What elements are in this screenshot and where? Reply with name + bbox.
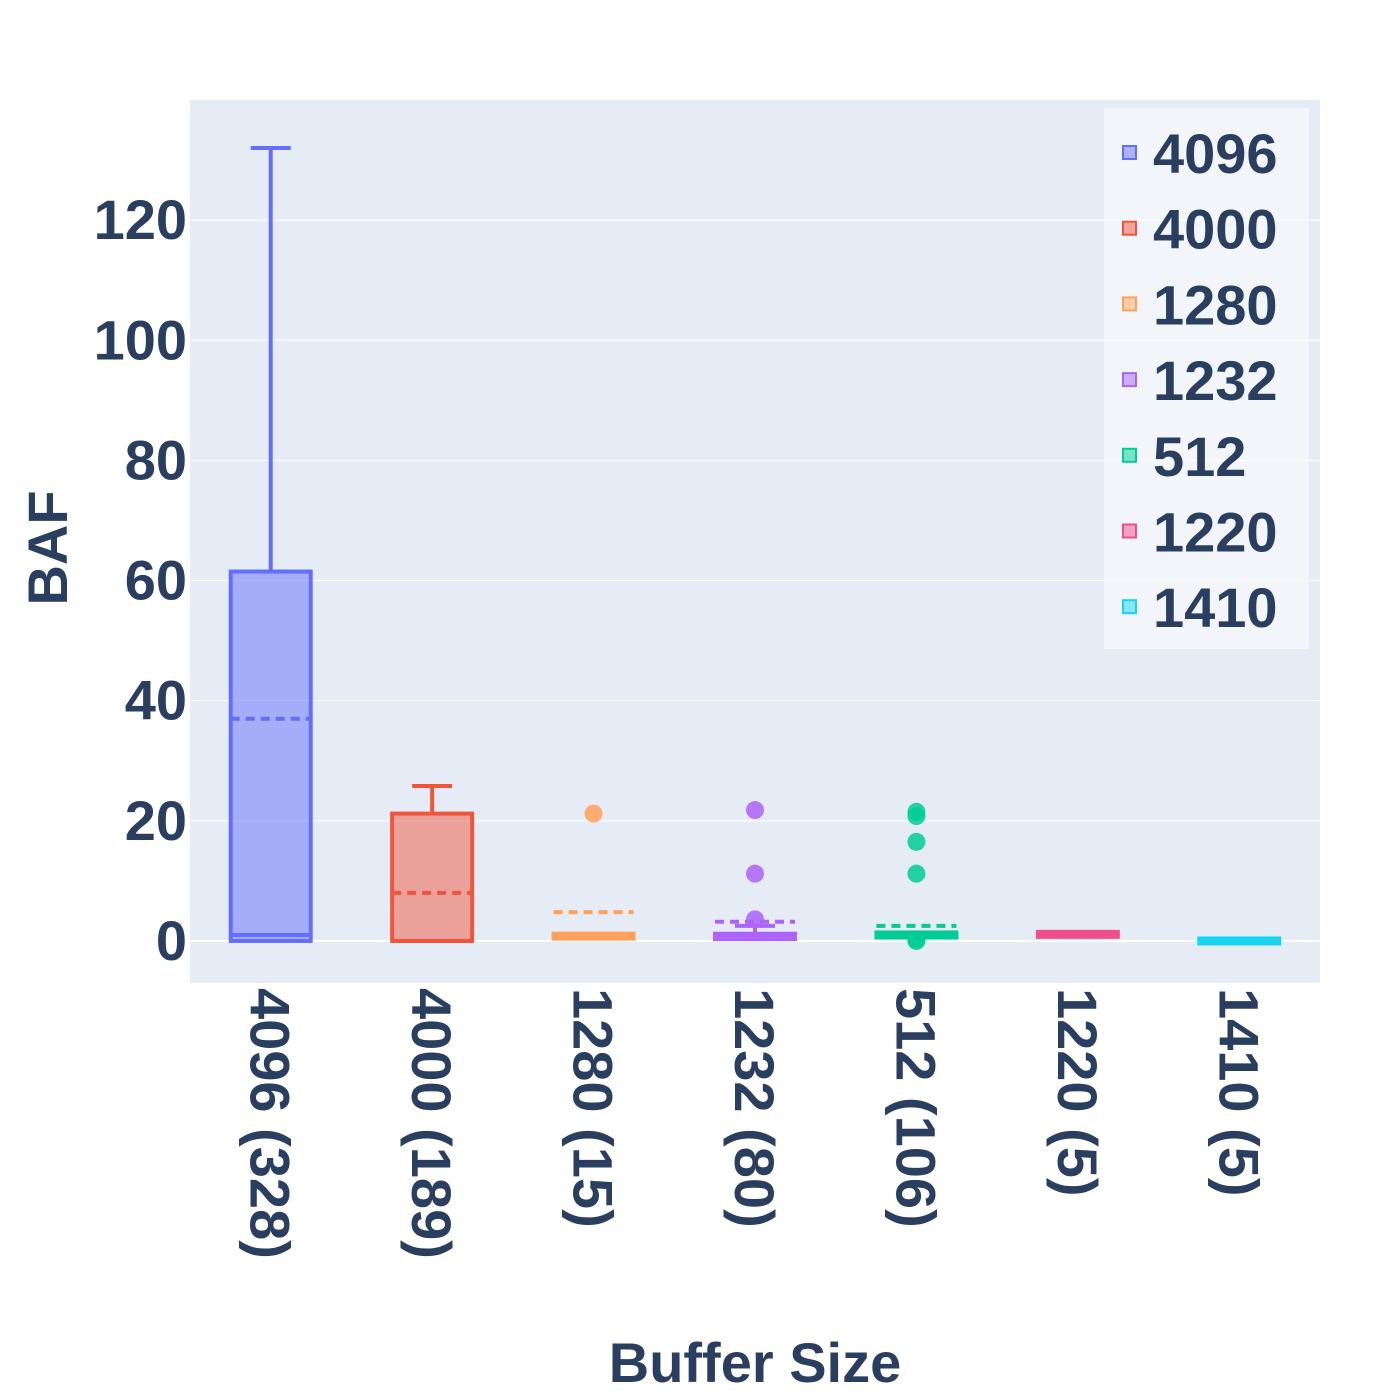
legend-item-1220[interactable]: 1220: [1122, 501, 1278, 564]
outlier-point: [907, 807, 926, 826]
legend-label: 4000: [1153, 198, 1278, 261]
legend-swatch: [1122, 145, 1137, 160]
y-axis-title: BAF: [16, 490, 79, 605]
legend-swatch: [1122, 296, 1137, 312]
legend-swatch: [1122, 447, 1137, 463]
x-tick-label: 1410 (5): [1207, 988, 1270, 1197]
legend-swatch: [1122, 220, 1137, 236]
x-tick-label: 1220 (5): [1046, 988, 1109, 1197]
legend-item-512[interactable]: 512: [1122, 425, 1246, 488]
legend-background: [1104, 108, 1309, 649]
outlier-point: [746, 864, 764, 883]
y-tick-label: 0: [156, 909, 187, 972]
box-4096: [228, 146, 313, 943]
legend: 4096 4000 1280 1232 512 1220 1410: [1104, 108, 1309, 649]
legend-swatch: [1122, 523, 1137, 539]
legend-label: 1220: [1153, 501, 1278, 564]
legend-item-1280[interactable]: 1280: [1122, 273, 1278, 336]
outlier-point: [746, 910, 764, 929]
legend-item-1410[interactable]: 1410: [1122, 576, 1278, 639]
box-512: [874, 802, 959, 950]
legend-item-4096[interactable]: 4096: [1122, 122, 1278, 185]
outlier-point: [746, 801, 764, 820]
box-1232: [713, 801, 797, 942]
box-iqr: [390, 811, 475, 943]
legend-swatch: [1122, 599, 1137, 615]
outlier-point: [907, 832, 926, 851]
x-tick-label: 4096 (328): [239, 988, 302, 1259]
y-tick-labels: 0 20 40 60 80 100 120: [94, 188, 187, 972]
outlier-point: [584, 804, 603, 823]
box-4000: [390, 783, 475, 943]
x-tick-label: 1280 (15): [562, 988, 625, 1228]
x-tick-label: 4000 (189): [400, 988, 463, 1259]
legend-label: 1232: [1153, 349, 1278, 412]
y-tick-label: 100: [94, 308, 187, 371]
y-tick-label: 120: [94, 188, 187, 251]
legend-swatch: [1122, 372, 1137, 388]
x-tick-label: 1232 (80): [723, 988, 786, 1228]
x-axis-title: Buffer Size: [609, 1331, 902, 1394]
legend-item-4000[interactable]: 4000: [1122, 198, 1278, 261]
legend-label: 1410: [1153, 576, 1278, 639]
y-tick-label: 60: [125, 549, 187, 612]
x-tick-label: 512 (106): [884, 988, 947, 1228]
box-1280: [551, 804, 636, 941]
outlier-point: [907, 931, 926, 950]
y-tick-label: 80: [125, 428, 187, 491]
legend-item-1232[interactable]: 1232: [1122, 349, 1278, 412]
box-series: [228, 146, 1282, 950]
y-tick-label: 20: [125, 789, 187, 852]
legend-label: 4096: [1153, 122, 1278, 185]
box-1220: [1035, 929, 1120, 939]
x-tick-labels: 4096 (328) 4000 (189) 1280 (15) 1232 (80) 51…: [239, 988, 1271, 1259]
y-tick-label: 40: [125, 669, 187, 732]
legend-label: 1280: [1153, 273, 1278, 336]
outlier-point: [907, 864, 926, 883]
legend-label: 512: [1153, 425, 1246, 488]
box-1410: [1197, 936, 1282, 946]
box-iqr: [228, 569, 313, 943]
